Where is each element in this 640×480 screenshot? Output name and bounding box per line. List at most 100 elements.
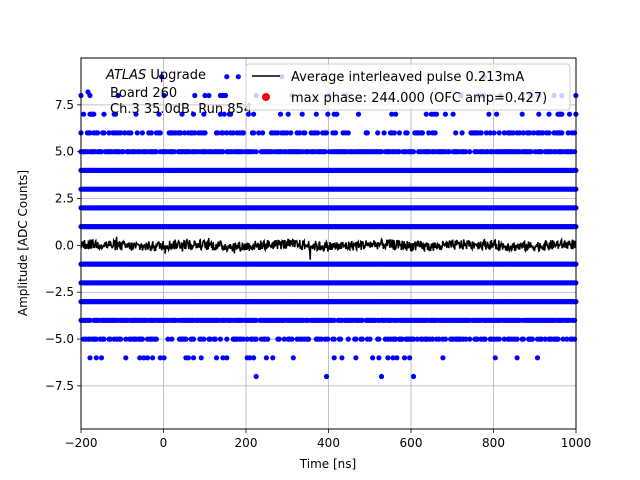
scatter-point (134, 130, 140, 136)
atlas-label: ATLAS Upgrade (105, 68, 206, 83)
scatter-point (302, 130, 308, 136)
scatter-point (486, 111, 492, 117)
scatter-point (527, 130, 533, 136)
scatter-point (520, 130, 527, 136)
scatter-point (410, 373, 417, 380)
legend-frame (245, 63, 571, 111)
scatter-point (385, 355, 391, 361)
scatter-point (224, 130, 230, 136)
scatter-point (101, 336, 107, 342)
scatter-point (87, 355, 93, 361)
scatter-point (183, 336, 189, 342)
scatter-point (345, 130, 351, 136)
scatter-point (467, 149, 473, 155)
scatter-point (120, 149, 126, 155)
scatter-point (393, 336, 399, 342)
y-tick-label: −5.0 (45, 332, 74, 346)
scatter-point (419, 130, 425, 136)
scatter-point (534, 355, 541, 361)
scatter-point (430, 336, 436, 342)
scatter-point (118, 336, 124, 342)
scatter-point (345, 336, 351, 342)
scatter-point (391, 130, 397, 136)
scatter-point (251, 130, 257, 136)
scatter-point (190, 336, 197, 342)
scatter-point (128, 130, 134, 136)
scatter-point (313, 111, 319, 117)
info-legend: ATLAS Upgrade Board 260 Ch.3 35.0dB, Run… (85, 68, 252, 117)
scatter-point (297, 130, 303, 136)
scatter-point (285, 111, 291, 117)
scatter-point (399, 336, 405, 342)
scatter-point (566, 111, 573, 117)
scatter-point (93, 336, 99, 342)
scatter-point (410, 149, 417, 155)
scatter-point (478, 130, 484, 136)
scatter-point (517, 130, 523, 136)
scatter-point (367, 336, 373, 342)
scatter-point (299, 111, 305, 117)
scatter-point (230, 130, 236, 136)
scatter-point (555, 336, 561, 342)
scatter-point (487, 130, 493, 136)
scatter-point (531, 130, 537, 136)
scatter-point (378, 149, 385, 155)
scatter-point (334, 111, 340, 117)
scatter-point (212, 336, 218, 342)
y-tick-label: −2.5 (45, 285, 74, 299)
scatter-point (564, 336, 570, 342)
scatter-point (220, 149, 226, 155)
y-axis-title: Amplitude [ADC Counts] (16, 170, 30, 316)
scatter-point (161, 355, 167, 361)
scatter-point (263, 355, 269, 361)
scatter-point (156, 111, 162, 117)
scatter-point (192, 130, 198, 136)
scatter-point (201, 111, 207, 117)
x-axis-title: Time [ns] (299, 457, 356, 471)
scatter-point (440, 355, 446, 361)
scatter-point (202, 92, 208, 99)
y-axis: −7.5 −5.0 −2.5 0.0 2.5 5.0 7.5 (45, 98, 81, 393)
legend-red-dot-marker (262, 93, 270, 101)
scatter-point (474, 336, 480, 342)
x-tick-label: 800 (482, 436, 505, 450)
scatter-point (492, 355, 498, 361)
scatter-point (284, 130, 290, 136)
scatter-point (224, 336, 230, 342)
scatter-point (153, 149, 159, 155)
scatter-point (275, 130, 281, 136)
scatter-point (414, 336, 420, 342)
scatter-point (106, 130, 112, 136)
scatter-point (323, 130, 330, 136)
scatter-point (240, 130, 246, 136)
scatter-point (536, 111, 542, 117)
scatter-point (376, 355, 382, 361)
scatter-point (277, 111, 284, 117)
scatter-point (182, 130, 188, 136)
scatter-point (202, 130, 208, 136)
y-tick-label: 7.5 (55, 98, 74, 112)
scatter-point (153, 336, 159, 342)
scatter-point (436, 336, 442, 342)
scatter-point (353, 336, 359, 342)
scatter-point (546, 130, 552, 136)
x-tick-label: 0 (160, 436, 168, 450)
scatter-point (432, 130, 438, 136)
board-label: Board 260 (110, 86, 177, 101)
scatter-point (87, 317, 93, 323)
scatter-point (224, 355, 230, 361)
scatter-point (463, 149, 469, 155)
scatter-point (121, 130, 128, 136)
scatter-point (355, 111, 362, 117)
scatter-point (101, 130, 107, 136)
scatter-point (220, 355, 226, 361)
scatter-point (253, 373, 259, 380)
scatter-point (446, 149, 452, 155)
scatter-point (442, 111, 448, 117)
scatter-point (538, 336, 545, 342)
scatter-point (144, 355, 151, 361)
scatter-point (265, 336, 271, 342)
scatter-point (178, 130, 184, 136)
scatter-point (538, 149, 545, 155)
scatter-point (190, 111, 197, 117)
